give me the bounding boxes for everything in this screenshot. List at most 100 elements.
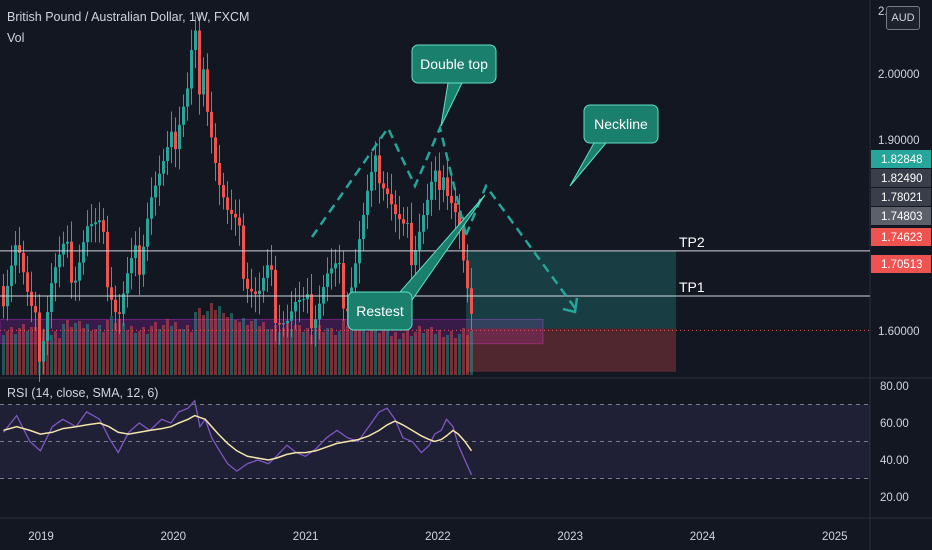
volume-bar <box>370 328 373 375</box>
volume-bar <box>106 320 109 375</box>
volume-bar <box>262 322 265 375</box>
volume-bar <box>230 313 233 375</box>
volume-bar <box>282 328 285 375</box>
volume-bar <box>182 329 185 375</box>
volume-bar <box>222 313 225 375</box>
candle-body <box>114 299 117 313</box>
projection-arrowhead <box>562 297 579 314</box>
candle-body <box>102 220 105 232</box>
candle-body <box>238 217 241 226</box>
candle-body <box>414 249 417 266</box>
volume-bar <box>342 319 345 375</box>
volume-bar <box>302 332 305 375</box>
volume-bar <box>310 335 313 375</box>
volume-bar <box>386 329 389 375</box>
candle-body <box>334 263 337 269</box>
volume-bar <box>218 306 221 375</box>
double-top-path <box>310 124 468 238</box>
stop-zone <box>466 328 676 372</box>
volume-bar <box>14 334 17 375</box>
candle-body <box>30 291 33 306</box>
volume-bar <box>242 318 245 375</box>
candle-body <box>138 245 141 275</box>
rsi-line <box>2 399 473 476</box>
candle-body <box>306 294 309 300</box>
candle-body <box>130 258 133 274</box>
candle-body <box>214 137 217 164</box>
candle-body <box>162 160 165 174</box>
candle-body <box>282 323 285 325</box>
candle-body <box>34 305 37 313</box>
candle-body <box>50 283 53 313</box>
price-label-badge <box>871 188 931 206</box>
volume-bar <box>46 337 49 375</box>
candle-body <box>14 245 17 266</box>
callout-text: Neckline <box>594 116 648 132</box>
volume-bar <box>234 320 237 375</box>
volume-bar <box>102 332 105 375</box>
volume-bar <box>326 328 329 375</box>
volume-bar <box>170 326 173 375</box>
volume-bar <box>330 328 333 375</box>
time-tick-label: 2023 <box>557 531 583 543</box>
volume-bar <box>362 325 365 375</box>
candle-body <box>126 273 129 294</box>
candle-body <box>434 170 437 182</box>
callout-box <box>347 291 413 331</box>
volume-bar <box>26 331 29 375</box>
candle-body <box>362 214 365 240</box>
volume-bar <box>434 334 437 375</box>
volume-bar <box>266 329 269 375</box>
candle-body <box>382 183 385 189</box>
time-tick-label: 2024 <box>690 531 716 543</box>
candle-body <box>218 163 221 185</box>
candle-body <box>290 311 293 321</box>
candle-body <box>234 213 237 218</box>
volume-bar <box>138 331 141 375</box>
candle-body <box>378 155 381 184</box>
volume-bar <box>158 329 161 375</box>
volume-bar <box>470 331 473 375</box>
candle-body <box>226 197 229 210</box>
volume-bar <box>402 333 405 375</box>
price-label-text: 1.82490 <box>881 173 923 185</box>
time-tick-label: 2022 <box>425 531 451 543</box>
candle-body <box>150 197 153 219</box>
candle-body <box>374 155 377 172</box>
target-zone <box>466 250 676 329</box>
price-tick-label: 1.90000 <box>878 135 920 147</box>
volume-bar <box>178 329 181 375</box>
currency-badge[interactable]: AUD <box>886 6 920 30</box>
callout-text: Restest <box>356 303 404 319</box>
candle-body <box>146 218 149 247</box>
candle-body <box>18 245 21 253</box>
trade-zones <box>0 250 676 372</box>
volume-bar <box>338 331 341 375</box>
volume-bar <box>2 335 5 375</box>
candle-body <box>338 263 341 265</box>
candle-body <box>342 263 345 309</box>
candle-body <box>198 30 201 95</box>
candle-body <box>270 265 273 270</box>
time-tick-label: 2019 <box>28 531 54 543</box>
price-label-text: 1.74623 <box>881 232 923 244</box>
candle-body <box>42 340 45 362</box>
candle-body <box>302 299 305 301</box>
level-lines: TP2 TP1 <box>0 234 870 331</box>
price-label-badge <box>871 169 931 187</box>
candle-body <box>190 49 193 89</box>
candle-body <box>366 190 369 215</box>
candle-body <box>318 303 321 320</box>
volume-bar <box>166 319 169 375</box>
candle-body <box>206 69 209 112</box>
volume-bar <box>314 329 317 375</box>
candle-body <box>410 222 413 266</box>
volume-bar <box>418 326 421 375</box>
candle-body <box>326 273 329 288</box>
candle-body <box>446 177 449 196</box>
price-label-badge <box>871 255 931 273</box>
volume-bar <box>422 333 425 375</box>
volume-bar <box>18 328 21 375</box>
candle-body <box>142 246 145 275</box>
